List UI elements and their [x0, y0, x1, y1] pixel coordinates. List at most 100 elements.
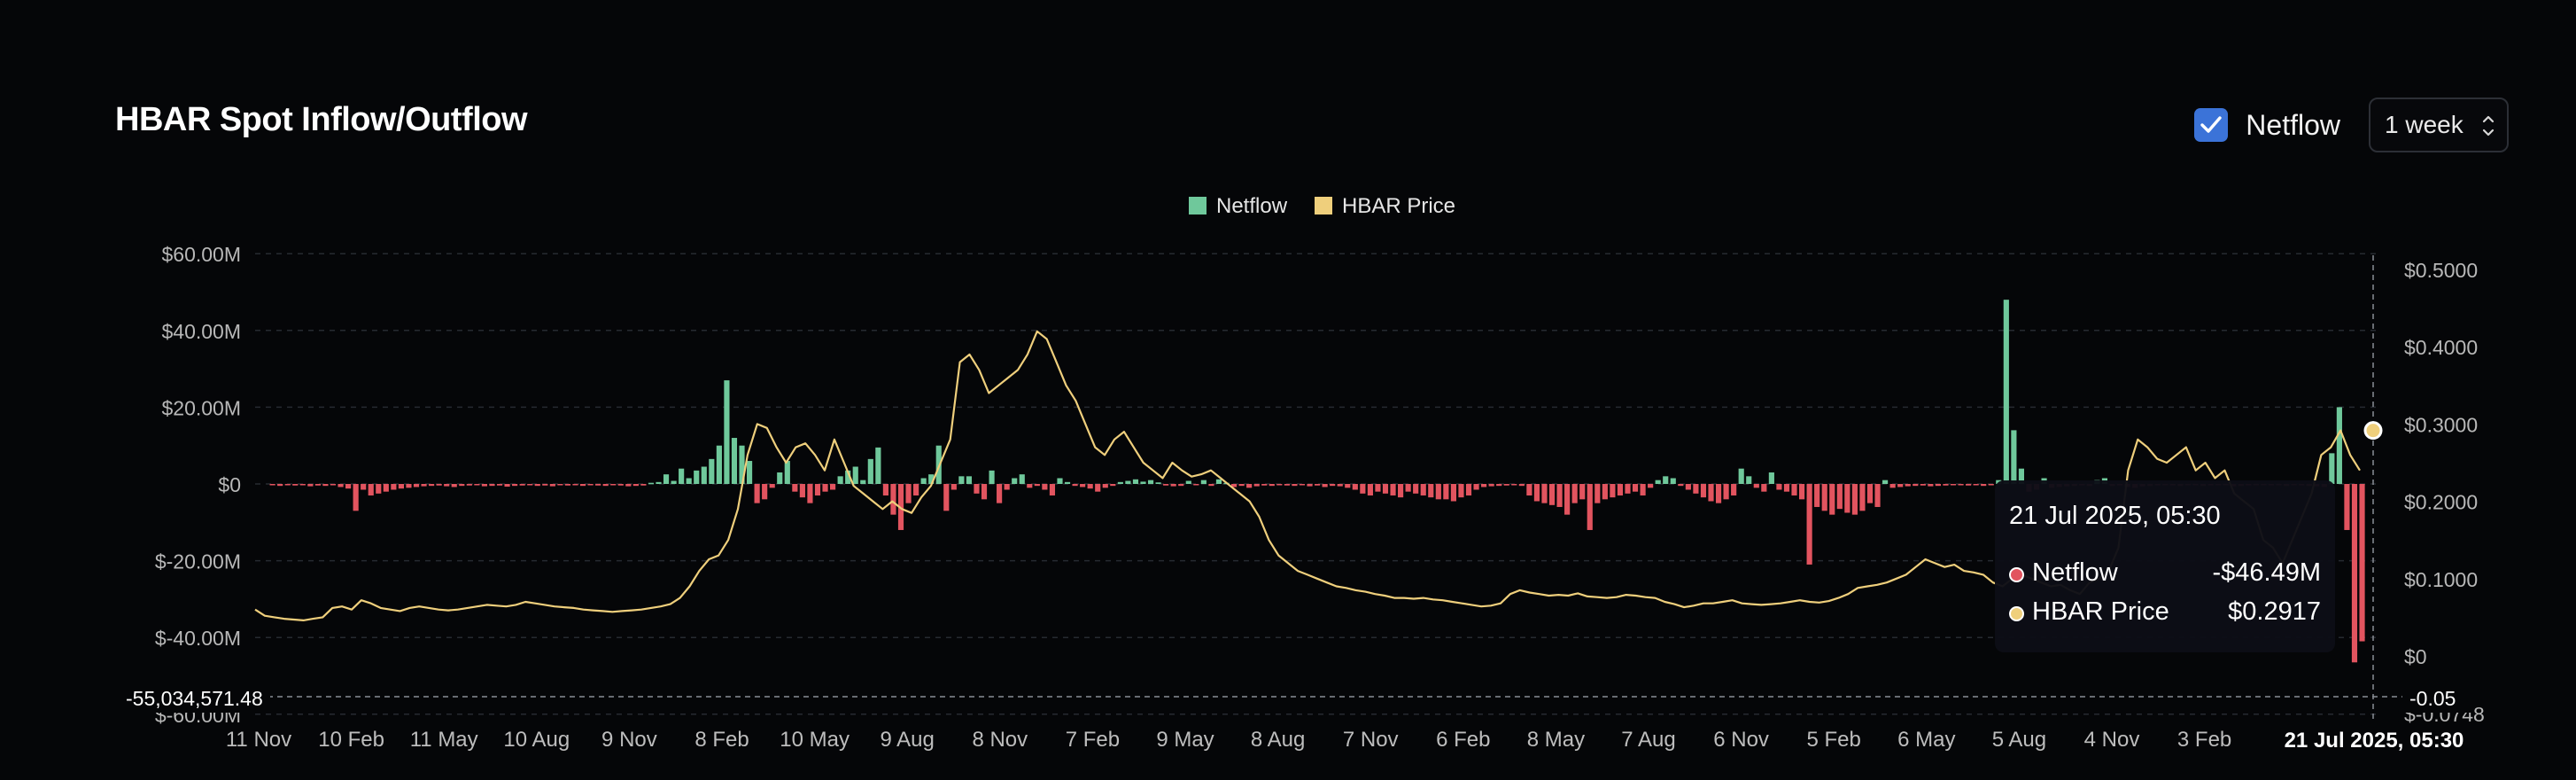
netflow-bar	[1253, 484, 1260, 487]
netflow-bar	[595, 484, 601, 486]
legend-swatch	[1189, 197, 1207, 214]
netflow-bar	[322, 484, 329, 487]
netflow-bar	[2018, 468, 2025, 484]
netflow-bar	[314, 484, 321, 486]
netflow-bar	[1913, 484, 1919, 487]
netflow-bar	[1450, 484, 1456, 502]
netflow-bar	[1352, 484, 1358, 490]
netflow-bars	[269, 300, 2365, 663]
netflow-bar	[671, 480, 677, 484]
netflow-bar	[383, 484, 389, 492]
netflow-bar	[1526, 484, 1532, 495]
netflow-bar	[1851, 484, 1858, 515]
netflow-bar	[1798, 484, 1805, 500]
netflow-bar	[1435, 484, 1441, 500]
netflow-bar	[1057, 478, 1063, 484]
netflow-bar	[1783, 484, 1790, 492]
x-tick-label: 3 Feb	[2177, 728, 2231, 752]
netflow-bar	[1518, 484, 1525, 487]
netflow-bar	[792, 484, 798, 492]
x-tick-label: 5 Feb	[1807, 728, 1861, 752]
netflow-bar	[610, 484, 617, 486]
netflow-bar	[989, 470, 995, 484]
netflow-bar	[1632, 484, 1639, 492]
tooltip-value: $0.2917	[2228, 597, 2321, 626]
netflow-bar	[2003, 300, 2009, 484]
netflow-bar	[1080, 484, 1086, 488]
crosshair-y-left-label: -55,034,571.48	[126, 687, 263, 710]
netflow-bar	[1943, 484, 1949, 486]
x-tick-label: 10 Aug	[503, 728, 570, 752]
chart-tooltip: 21 Jul 2025, 05:30 Netflow -$46.49M HBAR…	[1995, 480, 2335, 652]
netflow-bar	[784, 461, 790, 484]
netflow-bar	[1844, 484, 1851, 513]
netflow-bar	[459, 484, 465, 487]
netflow-bar	[656, 481, 662, 484]
netflow-bar	[845, 470, 851, 484]
netflow-bar	[1648, 484, 1654, 488]
x-tick-label: 7 Feb	[1066, 728, 1120, 752]
netflow-bar	[345, 484, 352, 489]
netflow-bar	[269, 484, 275, 486]
netflow-bar	[1398, 484, 1404, 498]
tooltip-row-price: HBAR Price $0.2917	[2009, 597, 2321, 633]
y-left-tick-label: $0	[218, 473, 241, 496]
netflow-bar	[1064, 481, 1071, 484]
y-left-tick-label: $60.00M	[161, 243, 241, 266]
netflow-bar	[429, 484, 435, 487]
netflow-bar	[1966, 484, 1972, 486]
y-right-tick-label: $0.4000	[2404, 336, 2478, 359]
netflow-bar	[1753, 484, 1759, 488]
netflow-bar	[376, 484, 382, 494]
netflow-bar	[534, 484, 540, 487]
netflow-bar	[1715, 484, 1722, 503]
netflow-bar	[1981, 484, 1987, 487]
x-tick-label: 6 Nov	[1713, 728, 1769, 752]
x-tick-label: 8 Feb	[694, 728, 749, 752]
x-tick-label: 10 May	[780, 728, 850, 752]
netflow-bar	[746, 461, 753, 484]
x-tick-label: 11 May	[410, 728, 478, 752]
netflow-bar	[1299, 484, 1306, 486]
netflow-bar	[496, 484, 503, 486]
netflow-bar	[1488, 484, 1494, 487]
netflow-bar	[1095, 484, 1101, 492]
y-left-tick-label: $-40.00M	[155, 627, 241, 650]
netflow-bar	[1806, 484, 1812, 565]
netflow-bar	[1958, 484, 1964, 486]
netflow-bar	[694, 470, 700, 484]
netflow-bar	[701, 466, 707, 484]
netflow-bar	[1473, 484, 1479, 490]
netflow-bar	[368, 484, 374, 495]
x-tick-label: 5 Aug	[1992, 728, 2046, 752]
x-tick-label: 6 May	[1897, 728, 1955, 752]
netflow-bar	[1413, 484, 1419, 494]
netflow-bar	[1920, 484, 1926, 486]
netflow-bar	[997, 484, 1003, 503]
legend-label: HBAR Price	[1342, 194, 1455, 218]
netflow-bar	[1042, 484, 1048, 490]
netflow-bar	[950, 484, 957, 490]
netflow-bar	[1337, 484, 1343, 487]
netflow-bar	[1382, 484, 1389, 494]
netflow-bar	[1117, 481, 1123, 484]
netflow-bar	[1935, 484, 1941, 487]
y-right-tick-label: $0.3000	[2404, 413, 2478, 436]
netflow-bar	[277, 484, 283, 487]
y-left-tick-label: $-20.00M	[155, 550, 241, 573]
netflow-bar	[1178, 484, 1184, 487]
netflow-bar	[284, 484, 291, 486]
netflow-bar	[1678, 484, 1684, 487]
netflow-bar	[1533, 484, 1540, 502]
netflow-bar	[1973, 484, 1979, 486]
netflow-checkbox[interactable]	[2194, 108, 2229, 142]
price-dot-icon	[2009, 606, 2024, 621]
netflow-bar	[1163, 484, 1169, 486]
netflow-bar	[1866, 484, 1874, 503]
period-select[interactable]: 1 week	[2369, 98, 2509, 152]
netflow-bar	[1874, 484, 1881, 507]
netflow-bar	[1215, 479, 1222, 484]
netflow-bar	[1761, 484, 1767, 492]
x-tick-label: 8 May	[1527, 728, 1585, 752]
